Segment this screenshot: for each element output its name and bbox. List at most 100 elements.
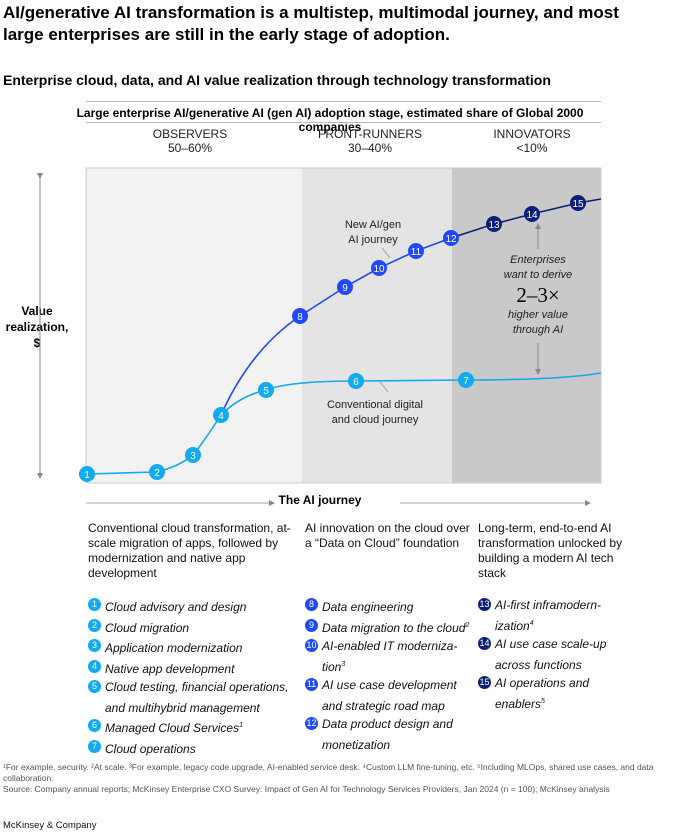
step-label: Data migration to the cloud2 [322,617,469,638]
title-rule [86,122,601,123]
step-text: Cloud advisory and design [105,600,247,614]
step-marker-number: 10 [373,264,385,275]
step-number-badge: 2 [88,618,101,632]
step-text: AI operations and enablers [495,676,590,711]
step-marker-circle [458,372,474,388]
step-number-badge: 4 [88,659,101,673]
step-number-badge: 12 [305,717,318,730]
footnote-ref: 3 [341,660,346,668]
stage-name: INNOVATORS [493,127,571,141]
step-marker-circle [486,216,502,232]
step-marker-12: 12 [443,230,459,246]
step-marker-circle [348,373,364,389]
step-text: Cloud testing, financial operations, and… [105,680,289,715]
step-number-badge: 8 [305,598,318,611]
step-label: Application modernization [105,637,242,658]
step-marker-circle [408,243,424,259]
step-label: AI-first inframodern-ization4 [495,596,628,635]
step-marker-circle [443,230,459,246]
exhibit-subtitle: Enterprise cloud, data, and AI value rea… [3,72,551,88]
step-marker-circle [149,464,165,480]
stage-innovators: INNOVATORS <10% [452,127,612,155]
step-number-badge: 9 [305,618,318,632]
step-list-item: 6 Managed Cloud Services1 [88,717,298,738]
value-multiplier: 2–3× [516,283,559,307]
step-text: Managed Cloud Services [105,721,240,735]
step-number-badge: 3 [88,639,101,652]
step-label: AI use case development and strategic ro… [322,676,475,715]
step-text: AI-first inframodern-ization [495,598,602,633]
step-marker-number: 14 [526,210,538,221]
footnote-ref: 5 [541,697,545,705]
step-number-badge: 1 [88,598,101,611]
step-text: Data migration to the cloud [322,620,466,635]
step-marker-13: 13 [486,216,502,232]
step-list-item: 14 AI use case scale-up across functions [478,635,628,674]
step-marker-circle [185,447,201,463]
step-number-badge: 11 [305,678,318,691]
step-list-item: 10 AI-enabled IT moderniza-tion3 [305,637,475,676]
step-list: 13 AI-first inframodern-ization4 14 AI use … [478,596,628,713]
step-number-badge: 6 [88,719,101,732]
step-label: Cloud migration [105,617,189,638]
conv-journey-label-1: Conventional digital [327,399,423,411]
band-innovators [452,168,601,483]
step-number-badge: 10 [305,639,318,652]
top-rule [86,101,601,102]
step-text: Data engineering [322,600,414,614]
step-marker-8: 8 [292,308,308,324]
step-list-item: 13 AI-first inframodern-ization4 [478,596,628,635]
step-number-badge: 14 [478,637,491,650]
footnote-ref: 1 [239,722,243,729]
ai-leader-line [381,247,391,259]
step-number-badge: 5 [88,680,101,693]
step-marker-number: 15 [572,199,584,210]
step-list-item: 8 Data engineering [305,596,475,617]
footnote-ref: 2 [465,621,470,629]
step-number-badge: 7 [88,739,101,753]
step-label: Native app development [105,658,234,679]
x-axis-label: The AI journey [278,493,362,507]
step-marker-circle [79,466,95,482]
step-label: Cloud testing, financial operations, and… [105,678,298,717]
step-text: AI use case scale-up across functions [495,637,607,672]
ai-journey-label-2: AI journey [348,234,398,246]
step-text: Cloud migration [105,620,190,635]
step-label: AI use case scale-up across functions [495,635,628,674]
journey-diagram: New AI/gen AI journey Conventional digit… [37,167,602,506]
stage-front-runners: FRONT-RUNNERS 30–40% [290,127,450,155]
step-marker-circle [258,382,274,398]
conv-leader-line [379,381,389,393]
step-text: AI-enabled IT moderniza-tion [322,639,458,674]
step-list-item: 15 AI operations and enablers5 [478,674,628,713]
step-marker-circle [292,308,308,324]
step-label: Managed Cloud Services1 [105,717,243,738]
value-note-4: through AI [513,324,563,336]
step-text: AI use case development and strategic ro… [322,678,457,713]
step-marker-7: 7 [458,372,474,388]
step-marker-2: 2 [149,464,165,480]
step-marker-number: 12 [445,234,457,245]
footnote-text: ¹For example, security. ²At scale. ³For … [3,762,654,783]
chart-frame [85,167,602,484]
step-marker-3: 3 [185,447,201,463]
conv-journey-label-2: and cloud journey [332,414,419,426]
step-marker-11: 11 [408,243,424,259]
stage-name: OBSERVERS [152,127,228,141]
brand-logo: McKinsey & Company [3,820,97,831]
step-label: Data engineering [322,596,413,617]
step-marker-number: 6 [353,377,359,388]
footnote-ref: 4 [529,619,534,627]
step-marker-14: 14 [524,206,540,222]
step-marker-circle [337,279,353,295]
step-marker-circle [570,195,586,211]
step-list: 1 Cloud advisory and design 2 Cloud migrati… [88,596,298,758]
exhibit-title: AI/generative AI transformation is a mul… [3,3,619,44]
step-marker-number: 9 [342,283,348,294]
step-text: Data product design and monetization [322,717,453,752]
step-marker-6: 6 [348,373,364,389]
step-marker-circle [213,407,229,423]
step-list-item: 5 Cloud testing, financial operations, an… [88,678,298,717]
step-marker-number: 2 [154,468,160,479]
step-marker-circle [371,260,387,276]
